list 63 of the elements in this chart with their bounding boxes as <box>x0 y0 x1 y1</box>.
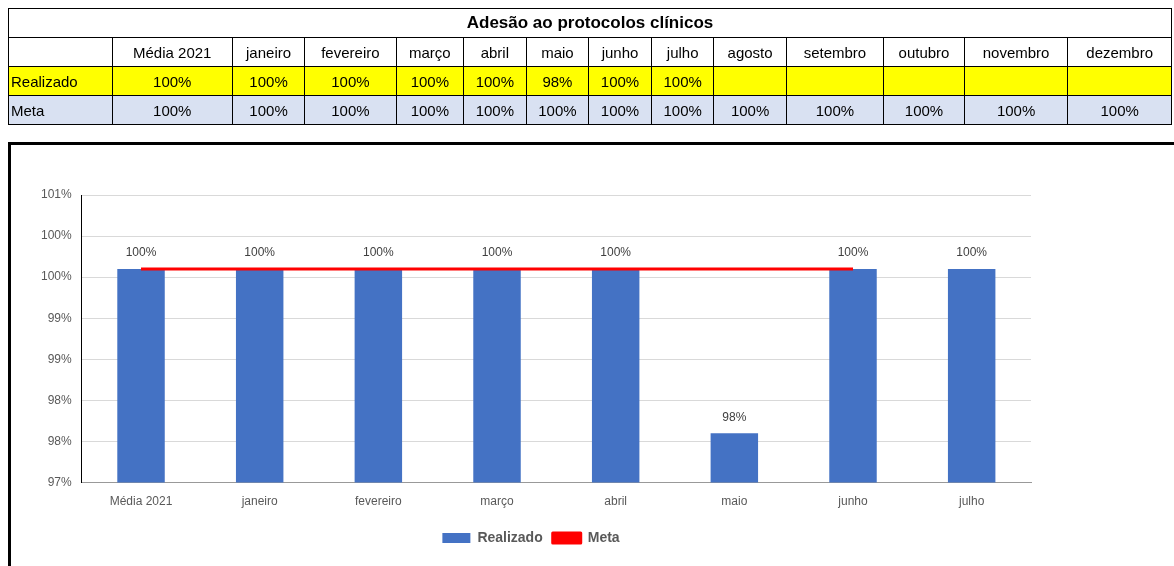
data-label: 100% <box>651 95 714 125</box>
series-label: Meta <box>8 95 113 125</box>
y-tick-label: 99% <box>47 310 73 325</box>
data-label: 100% <box>837 245 869 260</box>
category-label: maio <box>526 37 589 67</box>
data-label: 98% <box>526 66 589 96</box>
x-tick-label: maio <box>721 494 748 509</box>
data-label: 100% <box>786 95 884 125</box>
category-label: junho <box>588 37 652 67</box>
legend-label: Meta <box>587 528 620 545</box>
category-label: novembro <box>964 37 1068 67</box>
category-label: janeiro <box>232 37 305 67</box>
y-tick-label: 98% <box>47 433 73 448</box>
data-label: 100% <box>651 66 714 96</box>
data-label: 100% <box>244 245 276 260</box>
data-label: 100% <box>112 95 233 125</box>
y-tick-label: 100% <box>40 228 73 243</box>
category-label: agosto <box>713 37 787 67</box>
data-label: 100% <box>396 66 464 96</box>
data-label: 100% <box>481 245 513 260</box>
data-label: 100% <box>304 66 397 96</box>
category-label: abril <box>463 37 527 67</box>
x-tick-label: abril <box>604 494 628 509</box>
data-label: 100% <box>883 95 965 125</box>
y-tick-label: 100% <box>40 269 73 284</box>
y-tick-label: 101% <box>40 187 73 202</box>
x-tick-label: março <box>480 494 515 509</box>
y-tick-label: 99% <box>47 351 73 366</box>
y-tick-label: 98% <box>47 392 73 407</box>
data-label: 100% <box>232 95 305 125</box>
x-tick-label: janeiro <box>240 494 279 509</box>
data-label: 98% <box>722 409 747 424</box>
data-label: 100% <box>600 245 632 260</box>
category-label: dezembro <box>1067 37 1172 67</box>
category-label: julho <box>651 37 714 67</box>
x-tick-label: fevereiro <box>355 494 403 509</box>
data-label: 100% <box>956 245 988 260</box>
data-label: 100% <box>588 95 652 125</box>
data-label: 100% <box>1067 95 1172 125</box>
category-label: setembro <box>786 37 884 67</box>
category-label: fevereiro <box>304 37 397 67</box>
data-label: 100% <box>713 95 787 125</box>
data-label: 100% <box>363 245 395 260</box>
legend-label: Realizado <box>477 528 543 545</box>
data-label: 100% <box>463 66 527 96</box>
data-label: 100% <box>526 95 589 125</box>
data-label: 100% <box>463 95 527 125</box>
data-label: 100% <box>125 245 157 260</box>
x-tick-label: junho <box>837 494 868 509</box>
series-label: Realizado <box>8 66 113 96</box>
text: Adesão ao protocolos clínicos <box>8 8 1172 38</box>
data-label: 100% <box>304 95 397 125</box>
x-tick-label: julho <box>957 494 985 509</box>
data-label: 100% <box>964 95 1068 125</box>
category-label: outubro <box>883 37 965 67</box>
y-tick-label: 97% <box>47 474 73 489</box>
data-label: 100% <box>588 66 652 96</box>
data-label: 100% <box>396 95 464 125</box>
category-label: Média 2021 <box>112 37 233 67</box>
x-tick-label: Média 2021 <box>109 494 173 509</box>
data-label: 100% <box>112 66 233 96</box>
category-label: março <box>396 37 464 67</box>
data-label: 100% <box>232 66 305 96</box>
